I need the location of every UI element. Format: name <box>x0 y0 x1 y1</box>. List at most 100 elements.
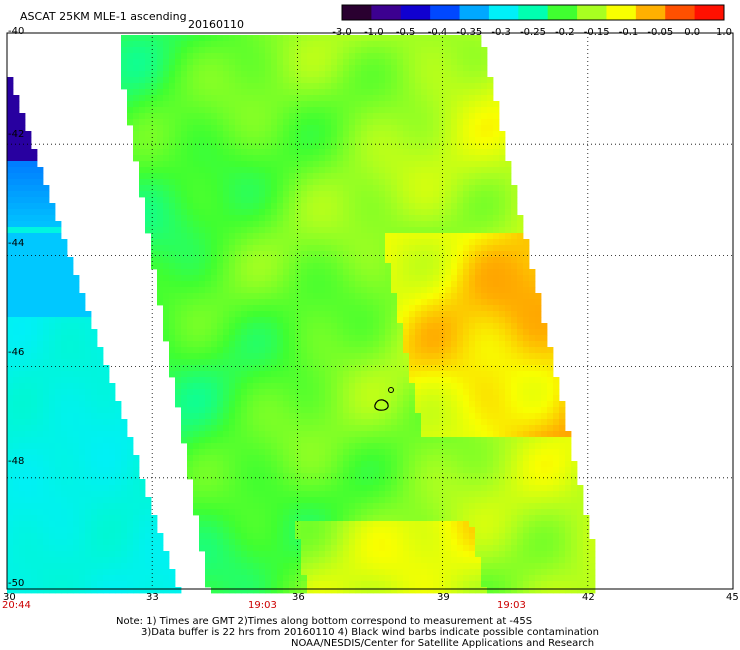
heatmap-cell <box>487 191 494 198</box>
heatmap-cell <box>43 347 50 354</box>
heatmap-cell <box>403 419 410 426</box>
heatmap-cell <box>25 131 32 138</box>
heatmap-cell <box>409 443 416 450</box>
heatmap-cell <box>331 113 338 120</box>
heatmap-cell <box>397 317 404 324</box>
heatmap-cell <box>211 143 218 150</box>
heatmap-cell <box>463 167 470 174</box>
heatmap-cell <box>193 53 200 60</box>
heatmap-cell <box>223 311 230 318</box>
heatmap-cell <box>391 407 398 414</box>
heatmap-cell <box>259 275 266 282</box>
heatmap-cell <box>487 239 494 246</box>
heatmap-cell <box>415 119 422 126</box>
heatmap-cell <box>187 179 194 186</box>
heatmap-cell <box>367 371 374 378</box>
heatmap-cell <box>283 437 290 444</box>
heatmap-cell <box>361 227 368 234</box>
heatmap-cell <box>319 251 326 258</box>
heatmap-cell <box>37 239 44 246</box>
heatmap-cell <box>355 149 362 156</box>
heatmap-cell <box>145 197 152 204</box>
heatmap-cell <box>151 233 158 240</box>
heatmap-cell <box>379 239 386 246</box>
heatmap-cell <box>49 443 56 450</box>
heatmap-cell <box>259 365 266 372</box>
heatmap-cell <box>505 299 512 306</box>
heatmap-cell <box>223 95 230 102</box>
heatmap-cell <box>415 305 422 312</box>
heatmap-cell <box>337 89 344 96</box>
heatmap-cell <box>343 287 350 294</box>
heatmap-cell <box>223 245 230 252</box>
heatmap-cell <box>463 293 470 300</box>
heatmap-cell <box>331 161 338 168</box>
heatmap-cell <box>25 161 32 168</box>
heatmap-cell <box>193 155 200 162</box>
heatmap-cell <box>55 233 62 240</box>
heatmap-cell <box>25 179 32 186</box>
heatmap-cell <box>181 335 188 342</box>
heatmap-cell <box>397 401 404 408</box>
heatmap-cell <box>457 71 464 78</box>
heatmap-cell <box>295 257 302 264</box>
heatmap-cell <box>7 83 14 90</box>
heatmap-cell <box>367 179 374 186</box>
heatmap-cell <box>463 107 470 114</box>
heatmap-cell <box>355 365 362 372</box>
heatmap-cell <box>199 95 206 102</box>
heatmap-cell <box>457 407 464 414</box>
heatmap-cell <box>211 419 218 426</box>
heatmap-cell <box>367 341 374 348</box>
heatmap-cell <box>421 179 428 186</box>
heatmap-cell <box>19 137 26 144</box>
heatmap-cell <box>253 275 260 282</box>
heatmap-cell <box>25 401 32 408</box>
heatmap-cell <box>415 239 422 246</box>
heatmap-cell <box>325 245 332 252</box>
heatmap-cell <box>265 311 272 318</box>
heatmap-cell <box>511 443 518 450</box>
heatmap-cell <box>241 65 248 72</box>
heatmap-cell <box>247 377 254 384</box>
heatmap-cell <box>301 413 308 420</box>
heatmap-cell <box>181 425 188 432</box>
heatmap-cell <box>313 383 320 390</box>
heatmap-cell <box>409 287 416 294</box>
heatmap-cell <box>289 419 296 426</box>
heatmap-cell <box>397 65 404 72</box>
heatmap-cell <box>343 269 350 276</box>
heatmap-cell <box>403 401 410 408</box>
heatmap-cell <box>229 395 236 402</box>
heatmap-cell <box>91 353 98 360</box>
heatmap-cell <box>409 311 416 318</box>
heatmap-cell <box>247 119 254 126</box>
heatmap-cell <box>445 89 452 96</box>
heatmap-cell <box>337 407 344 414</box>
heatmap-cell <box>31 149 38 156</box>
heatmap-cell <box>175 59 182 66</box>
heatmap-cell <box>229 401 236 408</box>
heatmap-cell <box>343 131 350 138</box>
heatmap-cell <box>187 59 194 66</box>
heatmap-cell <box>175 299 182 306</box>
heatmap-cell <box>409 347 416 354</box>
heatmap-cell <box>25 239 32 246</box>
heatmap-cell <box>217 203 224 210</box>
heatmap-cell <box>259 287 266 294</box>
heatmap-cell <box>289 281 296 288</box>
heatmap-cell <box>325 263 332 270</box>
heatmap-cell <box>517 215 524 222</box>
heatmap-cell <box>157 281 164 288</box>
heatmap-cell <box>409 245 416 252</box>
heatmap-cell <box>475 161 482 168</box>
heatmap-cell <box>289 407 296 414</box>
heatmap-cell <box>295 221 302 228</box>
heatmap-cell <box>31 215 38 222</box>
heatmap-cell <box>67 389 74 396</box>
heatmap-cell <box>43 305 50 312</box>
heatmap-cell <box>229 83 236 90</box>
heatmap-cell <box>115 431 122 438</box>
heatmap-cell <box>151 119 158 126</box>
heatmap-cell <box>193 401 200 408</box>
